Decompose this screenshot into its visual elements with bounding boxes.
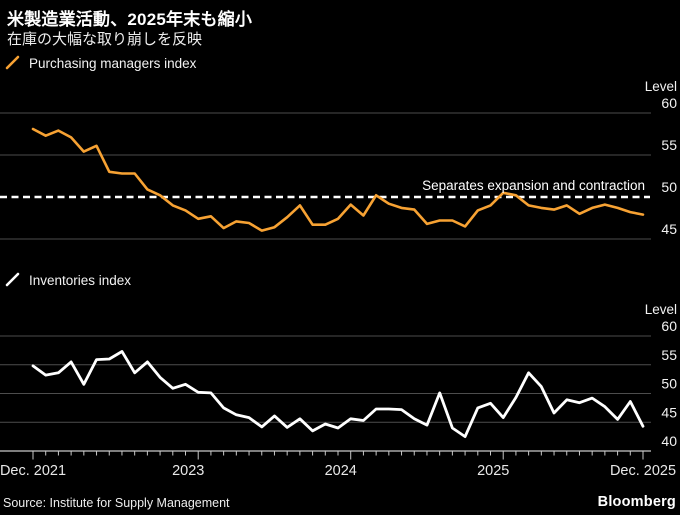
y-tick-label: 45 [661, 404, 677, 420]
pmi-line-series [31, 127, 645, 232]
inventories-line-swatch-icon [5, 272, 20, 287]
y-tick-label: 55 [661, 347, 677, 363]
inventories-line-series [31, 350, 645, 439]
y-tick-label: 55 [661, 137, 677, 153]
chart-subtitle: 在庫の大幅な取り崩しを反映 [7, 31, 203, 48]
legend-pmi-label: Purchasing managers index [29, 55, 197, 71]
x-tick-label: Dec. 2021 [0, 463, 66, 479]
y-tick-label: 40 [661, 433, 677, 449]
pmi-line-swatch-icon [5, 55, 20, 70]
y-tick-label: 50 [661, 179, 677, 195]
inventories-swatch-line [5, 272, 20, 287]
pmi-swatch-line [5, 55, 20, 70]
y-tick-label: 50 [661, 376, 677, 392]
bloomberg-logo: Bloomberg [597, 494, 676, 510]
x-tick-label: 2023 [172, 463, 204, 479]
source-note: Source: Institute for Supply Management [3, 496, 230, 510]
legend-inventories-label: Inventories index [29, 272, 132, 288]
y-tick-label: 45 [661, 221, 677, 237]
legend-inventories: Inventories index [5, 272, 131, 288]
reference-line-annotation: Separates expansion and contraction [422, 178, 645, 193]
x-tick-label: 2025 [477, 463, 509, 479]
legend-pmi: Purchasing managers index [5, 55, 196, 71]
y-axis-unit-label: Level [645, 79, 677, 94]
chart-title: 米製造業活動、2025年末も縮小 [7, 10, 253, 29]
y-tick-label: 60 [661, 318, 677, 334]
y-axis-unit-label: Level [645, 302, 677, 317]
y-tick-label: 60 [661, 95, 677, 111]
x-tick-label: 2024 [325, 463, 357, 479]
x-tick-label: Dec. 2025 [610, 463, 676, 479]
